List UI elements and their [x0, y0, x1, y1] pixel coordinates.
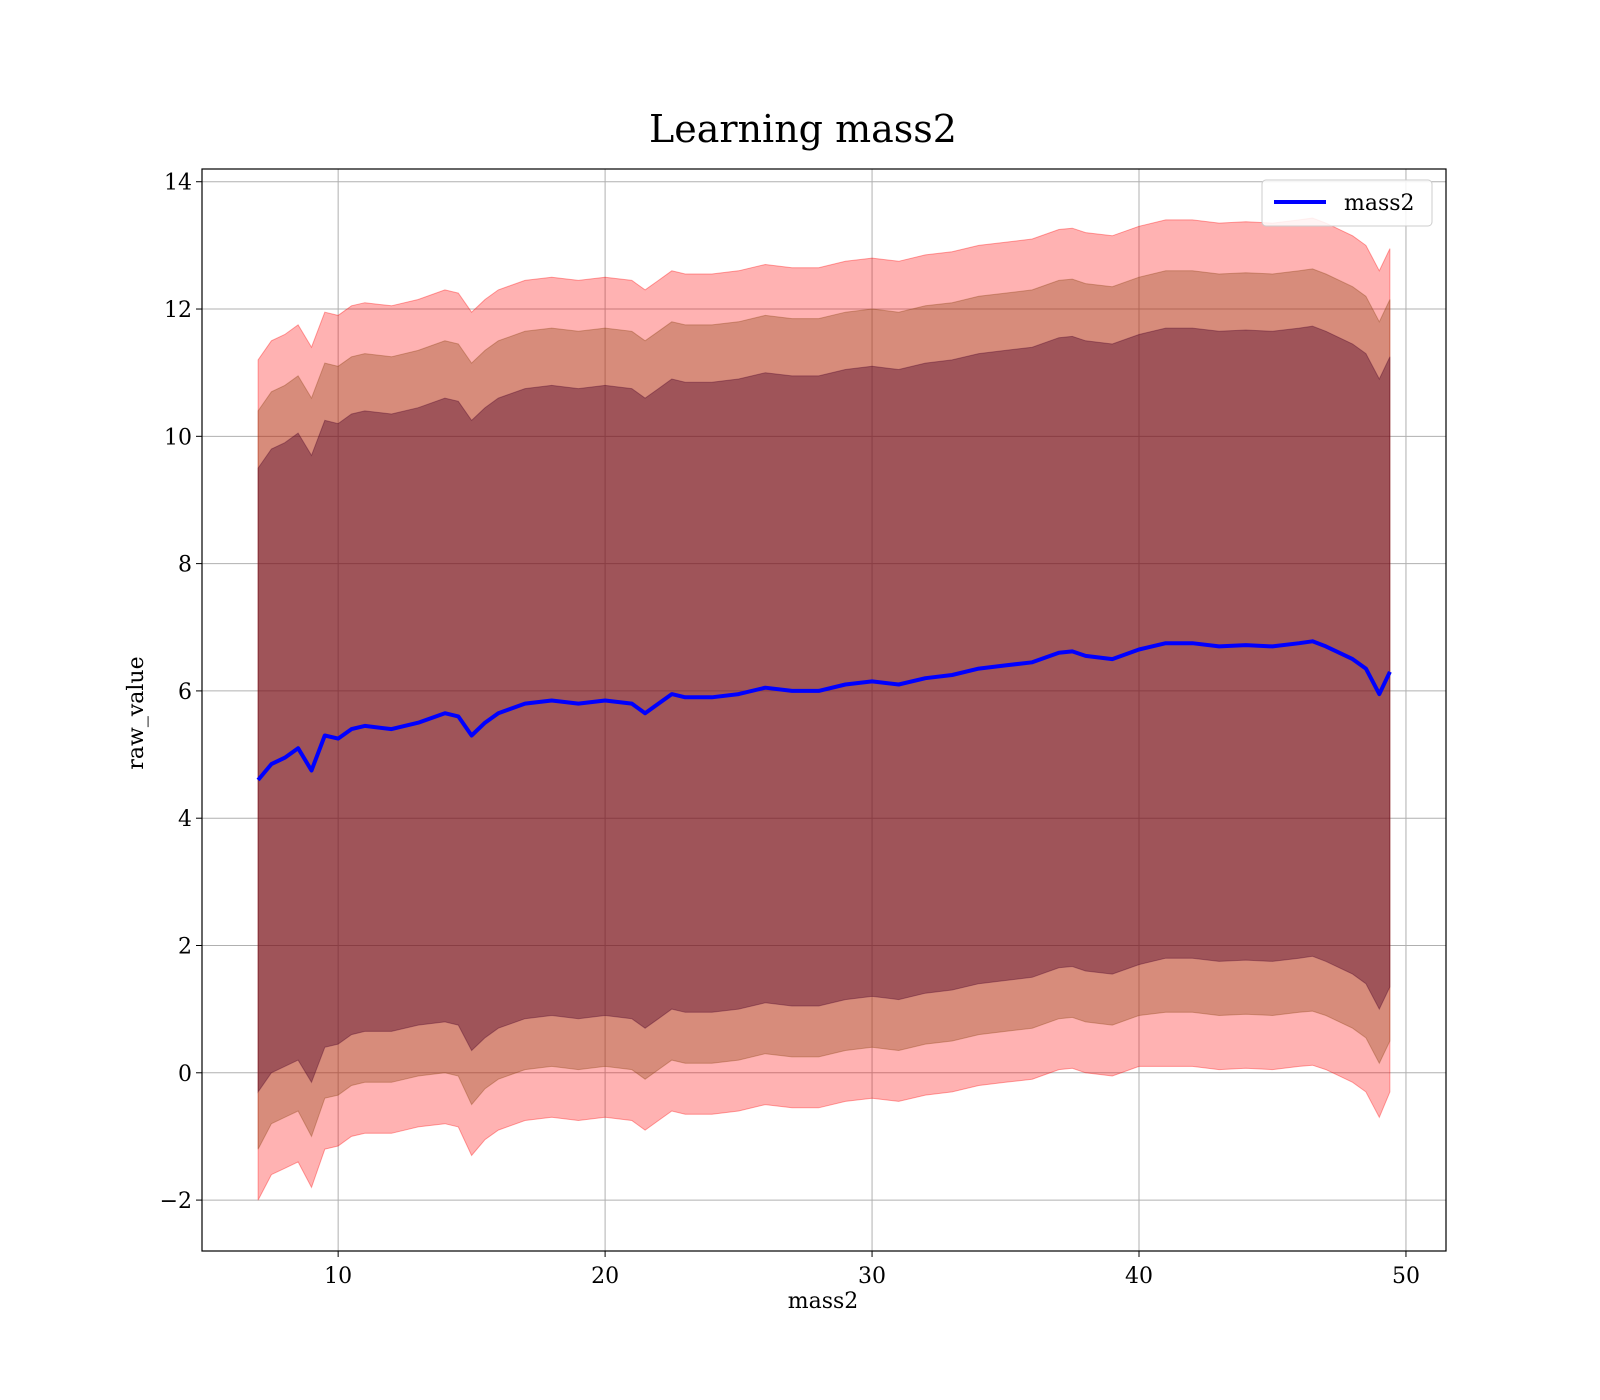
- band-1-sigma: [257, 325, 1391, 1094]
- x-tick-label: 50: [1392, 1264, 1420, 1289]
- grid: [202, 169, 1446, 1251]
- x-tick-label: 30: [858, 1264, 886, 1289]
- y-tick-label: −2: [160, 1189, 192, 1214]
- band-2-sigma: [257, 268, 1391, 1150]
- confidence-bands: [257, 217, 1391, 1201]
- legend-label: mass2: [1344, 191, 1415, 216]
- x-axis-label: mass2: [788, 1289, 859, 1314]
- legend: mass2: [1261, 179, 1433, 227]
- y-tick-label: 14: [164, 171, 192, 196]
- x-tick-label: 40: [1125, 1264, 1153, 1289]
- y-tick-label: 2: [178, 934, 192, 959]
- x-tick-label: 20: [591, 1264, 619, 1289]
- series-line-mass2: [256, 639, 1392, 782]
- legend-frame: [1261, 179, 1433, 227]
- band-3-sigma: [257, 217, 1391, 1201]
- series-lines: [256, 639, 1392, 782]
- x-tick-label: 10: [324, 1264, 352, 1289]
- y-tick-label: 10: [164, 425, 192, 450]
- y-tick-label: 4: [178, 807, 192, 832]
- y-axis-ticks: −2 0 2 4 6 8 10 12 14: [160, 171, 202, 1214]
- x-axis-ticks: 10 20 30 40 50: [324, 1251, 1420, 1289]
- y-axis-label: raw_value: [124, 656, 149, 769]
- y-tick-label: 12: [164, 298, 192, 323]
- plot-frame: [201, 168, 1447, 1252]
- y-tick-label: 0: [178, 1062, 192, 1087]
- y-tick-label: 8: [178, 553, 192, 578]
- chart-title: Learning mass2: [649, 107, 957, 151]
- y-tick-label: 6: [178, 680, 192, 705]
